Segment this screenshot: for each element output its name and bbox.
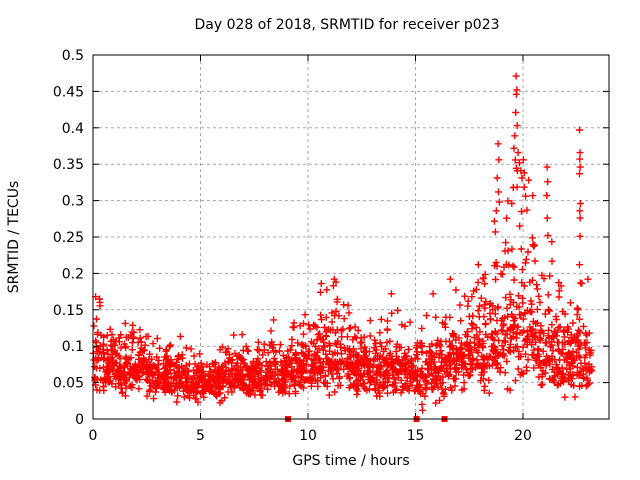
y-tick-label: 0.45 [53, 84, 84, 100]
y-tick-label: 0.35 [53, 157, 84, 173]
y-tick-label: 0.05 [53, 376, 84, 392]
x-tick-label: 10 [299, 428, 317, 444]
y-tick-labels: 0 0.05 0.1 0.15 0.2 0.25 0.3 0.35 0.4 0.45 0.5 [53, 48, 84, 428]
data-points [89, 72, 596, 414]
y-tick-label: 0.15 [53, 303, 84, 319]
x-tick-label: 20 [514, 428, 532, 444]
y-tick-label: 0.1 [62, 339, 84, 355]
y-tick-label: 0.2 [62, 266, 84, 282]
y-tick-label: 0.4 [62, 121, 84, 137]
x-tick-labels: 0 5 10 15 20 [89, 428, 532, 444]
x-tick-label: 0 [89, 428, 98, 444]
scatter-markers [89, 72, 596, 414]
chart-title: Day 028 of 2018, SRMTID for receiver p02… [194, 17, 499, 33]
y-tick-label: 0.3 [62, 194, 84, 210]
y-tick-label: 0.5 [62, 48, 84, 64]
y-tick-label: 0 [75, 412, 84, 428]
y-axis-label: SRMTID / TECUs [6, 181, 22, 294]
x-axis-label: GPS time / hours [292, 453, 409, 469]
x-tick-label: 5 [196, 428, 205, 444]
plot-border [92, 54, 610, 420]
x-tick-label: 15 [407, 428, 425, 444]
y-tick-label: 0.25 [53, 230, 84, 246]
